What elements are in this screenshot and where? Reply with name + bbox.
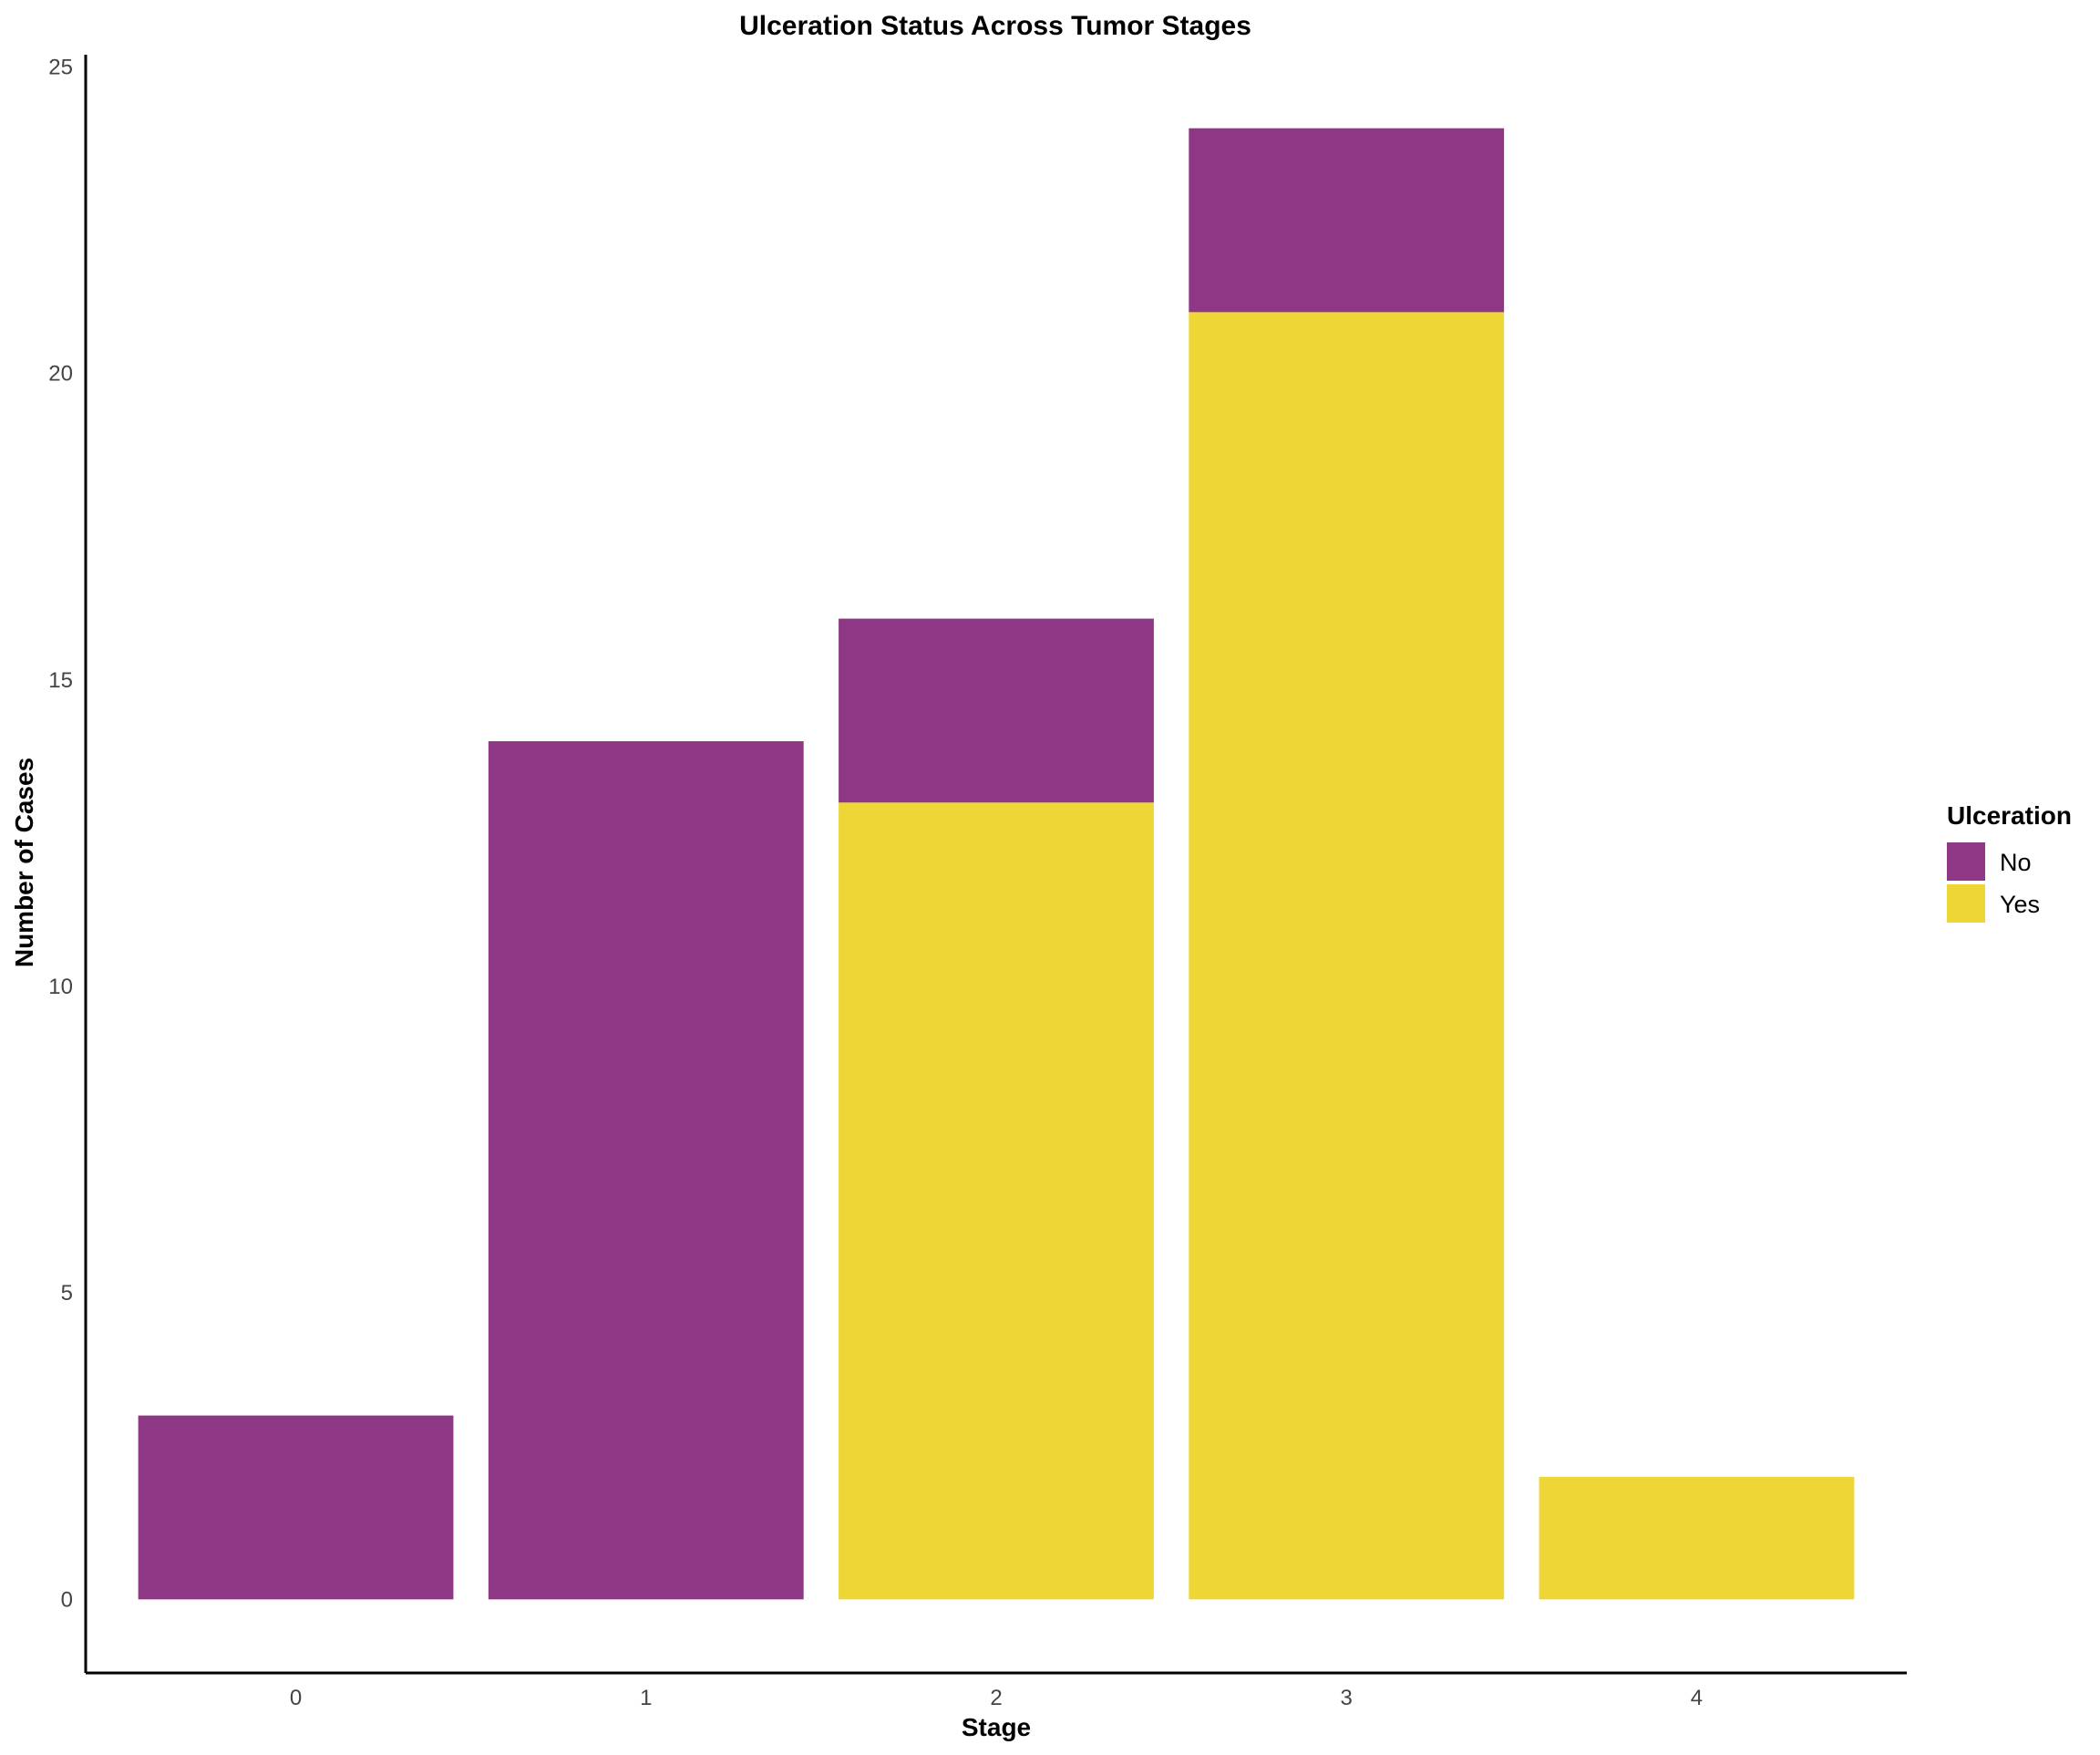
bar-stage-2-yes — [839, 802, 1154, 1600]
legend-label-yes: Yes — [2000, 891, 2040, 918]
x-tick-labels: 0 1 2 3 4 — [290, 1686, 1703, 1710]
legend: Ulceration No Yes — [1947, 801, 2072, 923]
y-tick-label: 5 — [61, 1281, 73, 1306]
legend-entries: No Yes — [1947, 842, 2040, 923]
y-tick-labels: 0 5 10 15 20 25 — [48, 55, 73, 1612]
x-tick-label: 4 — [1691, 1686, 1703, 1710]
legend-label-no: No — [2000, 849, 2032, 876]
bar-stage-1-no — [488, 741, 804, 1600]
y-tick-label: 25 — [48, 55, 73, 79]
y-tick-label: 20 — [48, 362, 73, 387]
bar-stage-2-no — [839, 618, 1154, 803]
y-axis-label: Number of Cases — [10, 758, 38, 967]
x-tick-label: 3 — [1341, 1686, 1353, 1710]
y-tick-label: 10 — [48, 975, 73, 999]
legend-title: Ulceration — [1947, 801, 2072, 830]
x-tick-label: 2 — [990, 1686, 1002, 1710]
bars-layer — [138, 128, 1855, 1600]
x-tick-label: 0 — [290, 1686, 302, 1710]
y-tick-label: 15 — [48, 668, 73, 693]
legend-swatch-yes — [1947, 884, 1985, 923]
bar-stage-3-yes — [1189, 312, 1505, 1600]
x-tick-label: 1 — [640, 1686, 652, 1710]
y-tick-label: 0 — [61, 1587, 73, 1612]
chart-title: Ulceration Status Across Tumor Stages — [739, 11, 1251, 41]
bar-stage-0-no — [138, 1415, 454, 1600]
bar-stage-3-no — [1189, 128, 1505, 313]
x-axis-label: Stage — [962, 1713, 1031, 1741]
legend-swatch-no — [1947, 842, 1985, 881]
bar-stage-4-yes — [1539, 1476, 1855, 1600]
